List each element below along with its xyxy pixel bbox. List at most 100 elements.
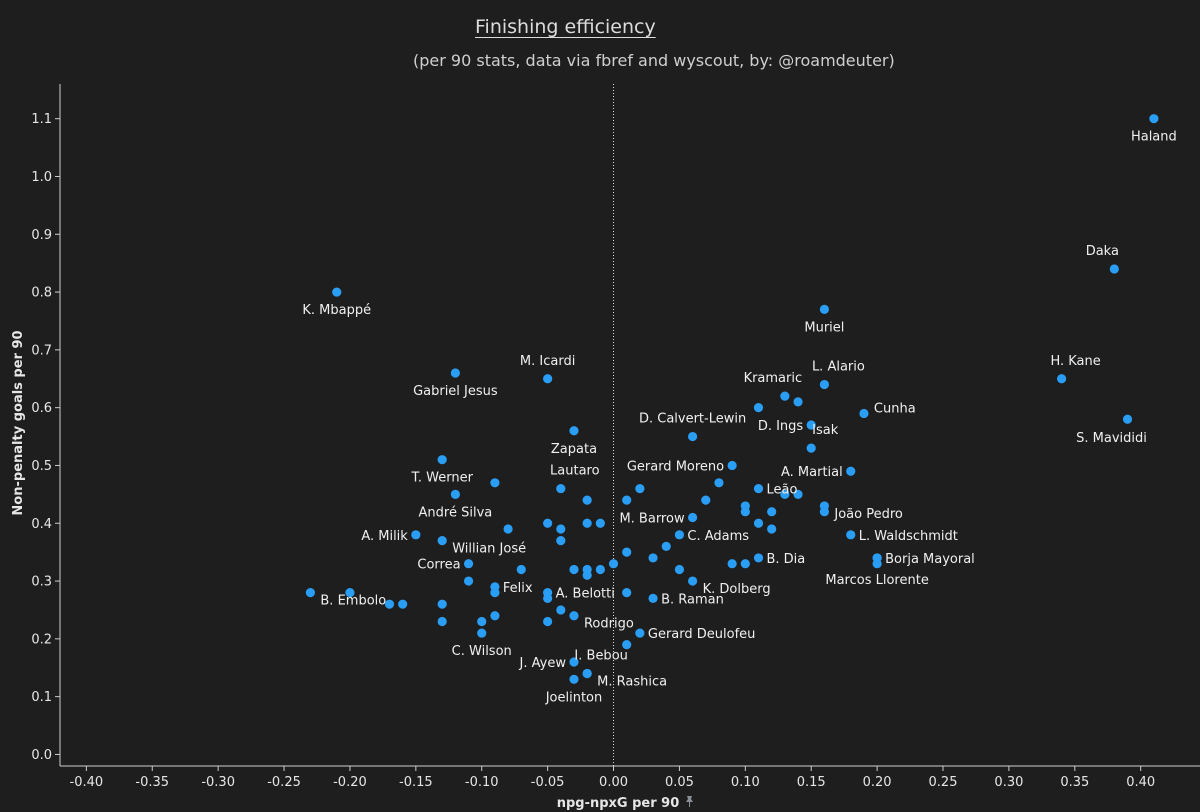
- data-point[interactable]: [569, 657, 579, 667]
- data-point[interactable]: [490, 478, 500, 488]
- pin-icon[interactable]: [686, 796, 693, 807]
- data-point[interactable]: [463, 576, 474, 586]
- data-point[interactable]: [556, 535, 566, 546]
- data-point[interactable]: [661, 541, 671, 551]
- x-tick-label: -0.05: [531, 775, 565, 790]
- data-point[interactable]: [635, 628, 645, 638]
- data-point[interactable]: [503, 524, 513, 534]
- data-point[interactable]: [543, 616, 553, 627]
- data-point[interactable]: [490, 588, 500, 598]
- data-point[interactable]: [463, 559, 474, 569]
- data-point[interactable]: [437, 455, 447, 465]
- data-point[interactable]: [437, 599, 447, 609]
- data-point[interactable]: [740, 507, 750, 517]
- data-point[interactable]: [727, 559, 737, 569]
- data-point[interactable]: [477, 628, 487, 638]
- data-point[interactable]: [648, 593, 658, 603]
- data-point[interactable]: [846, 530, 856, 540]
- data-point[interactable]: [622, 547, 632, 557]
- data-point[interactable]: [753, 518, 764, 528]
- point-label: Zapata: [551, 442, 597, 457]
- data-point[interactable]: [569, 564, 579, 575]
- point-label: K. Dolberg: [703, 582, 771, 597]
- data-point[interactable]: [569, 426, 579, 436]
- data-point[interactable]: [688, 431, 698, 442]
- data-point[interactable]: [305, 588, 316, 598]
- data-point[interactable]: [793, 397, 803, 407]
- point-label: Haland: [1131, 130, 1177, 145]
- data-point[interactable]: [1122, 414, 1133, 424]
- data-point[interactable]: [450, 368, 460, 378]
- point-label: Felix: [503, 581, 533, 596]
- y-tick-label: 0.6: [31, 401, 52, 416]
- data-point[interactable]: [450, 489, 460, 499]
- x-tick-label: -0.30: [201, 775, 235, 790]
- data-point[interactable]: [345, 588, 355, 598]
- data-point[interactable]: [1149, 114, 1159, 124]
- data-point[interactable]: [819, 304, 829, 315]
- point-label: André Silva: [419, 505, 493, 520]
- data-point[interactable]: [556, 524, 566, 534]
- data-point[interactable]: [582, 570, 592, 580]
- data-point[interactable]: [490, 611, 500, 621]
- data-point[interactable]: [780, 489, 790, 499]
- data-point[interactable]: [595, 564, 605, 575]
- data-point[interactable]: [398, 599, 408, 609]
- data-point[interactable]: [648, 553, 658, 563]
- data-point[interactable]: [793, 489, 803, 499]
- data-point[interactable]: [780, 391, 790, 401]
- data-point[interactable]: [556, 483, 566, 494]
- data-point[interactable]: [1109, 264, 1119, 274]
- data-point[interactable]: [595, 518, 605, 528]
- data-point[interactable]: [727, 460, 737, 471]
- data-point[interactable]: [753, 553, 764, 563]
- data-point[interactable]: [622, 588, 632, 598]
- point-label: C. Adams: [687, 529, 749, 544]
- point-label: K. Mbappé: [302, 303, 371, 318]
- data-point[interactable]: [477, 616, 487, 627]
- data-point[interactable]: [437, 535, 447, 546]
- data-point[interactable]: [582, 668, 592, 679]
- data-point[interactable]: [543, 593, 553, 603]
- x-tick-label: 0.30: [994, 775, 1023, 790]
- data-point[interactable]: [543, 518, 553, 528]
- data-point[interactable]: [740, 559, 750, 569]
- data-point[interactable]: [753, 403, 764, 413]
- data-point[interactable]: [1057, 374, 1067, 384]
- data-point[interactable]: [437, 616, 447, 627]
- data-point[interactable]: [332, 287, 342, 297]
- data-point[interactable]: [753, 483, 764, 494]
- point-label: M. Icardi: [520, 354, 575, 369]
- data-point[interactable]: [543, 374, 553, 384]
- data-point[interactable]: [582, 495, 592, 505]
- data-point[interactable]: [859, 408, 869, 419]
- data-point[interactable]: [569, 611, 579, 621]
- data-point[interactable]: [674, 530, 685, 540]
- point-label: João Pedro: [833, 507, 903, 522]
- data-point[interactable]: [872, 553, 882, 563]
- data-point[interactable]: [846, 466, 856, 476]
- data-point[interactable]: [674, 564, 685, 575]
- data-point[interactable]: [819, 507, 829, 517]
- data-point[interactable]: [688, 576, 698, 586]
- data-point[interactable]: [767, 507, 777, 517]
- data-point[interactable]: [608, 559, 619, 569]
- data-point[interactable]: [569, 674, 579, 684]
- data-point[interactable]: [819, 379, 829, 390]
- data-point[interactable]: [582, 518, 592, 528]
- data-point[interactable]: [622, 640, 632, 650]
- data-point[interactable]: [714, 478, 724, 488]
- y-tick-label: 0.9: [31, 228, 52, 243]
- data-point[interactable]: [411, 530, 421, 540]
- data-point[interactable]: [767, 524, 777, 534]
- data-point[interactable]: [806, 420, 816, 430]
- data-point[interactable]: [556, 605, 566, 615]
- y-axis-title: Non-penalty goals per 90: [11, 330, 26, 515]
- data-point[interactable]: [516, 564, 526, 575]
- data-point[interactable]: [701, 495, 711, 505]
- data-point[interactable]: [622, 495, 632, 505]
- data-point[interactable]: [384, 599, 395, 609]
- data-point[interactable]: [635, 483, 645, 494]
- data-point[interactable]: [688, 512, 698, 523]
- data-point[interactable]: [806, 443, 816, 453]
